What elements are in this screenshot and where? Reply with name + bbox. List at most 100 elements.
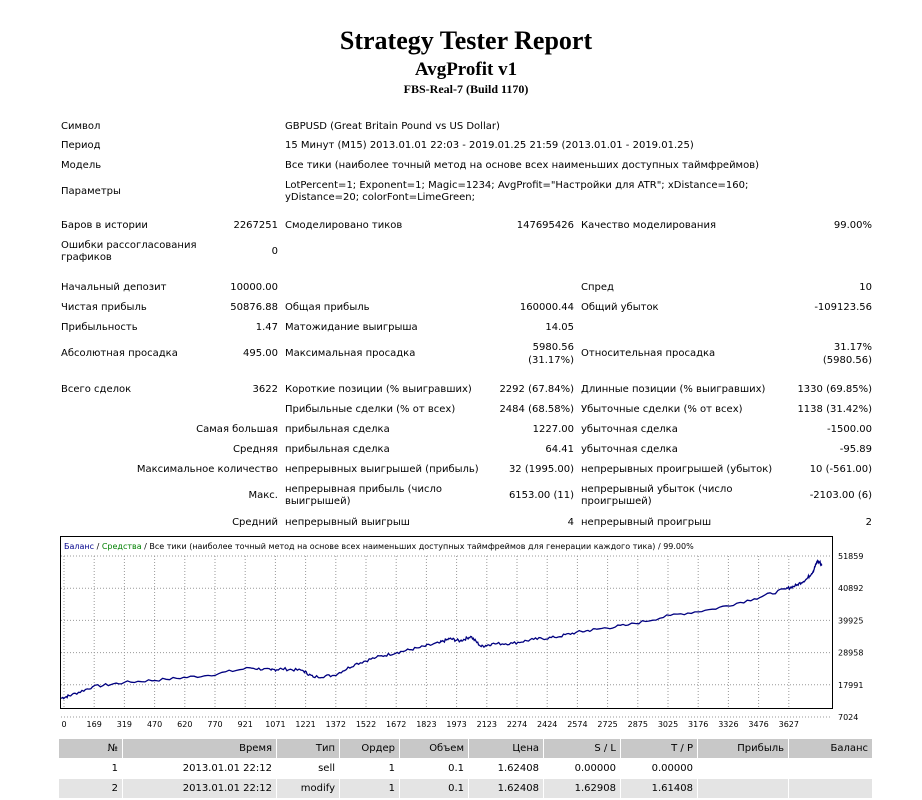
cell-volume: 0.1 [399,778,469,799]
rel-drawdown-label: Относительная просадка [581,348,716,359]
x-tick-label: 620 [177,720,192,729]
average-label: Средняя [233,444,278,455]
x-tick-label: 3627 [779,720,799,729]
x-tick-label: 1372 [326,720,346,729]
avg-consec-losses-value: 2 [865,517,872,528]
period-value: 15 Минут (M15) 2013.01.01 22:03 - 2019.0… [285,140,694,151]
payoff-value: 14.05 [545,322,574,333]
max-consec-profit-value: 6153.00 (11) [508,490,574,501]
mismatch-value: 0 [271,246,278,257]
average-profit-label: прибыльная сделка [285,444,390,455]
y-tick-label: 28958 [838,649,863,658]
max-consec-wins-label: непрерывных выигрышей (прибыль) [285,464,479,475]
avg-consec-wins-value: 4 [567,517,574,528]
x-tick-label: 3176 [688,720,708,729]
average-profit-value: 64.41 [545,444,574,455]
max-consec-wins-value: 32 (1995.00) [508,464,574,475]
deposit-label: Начальный депозит [61,282,167,293]
cell-order: 1 [339,778,400,799]
x-tick-label: 2274 [507,720,527,729]
balance-chart: Баланс / Средства / Все тики (наиболее т… [60,536,863,729]
report-title: Strategy Tester Report [339,26,593,55]
model-label: Модель [61,160,102,171]
profit-factor-value: 1.47 [255,322,278,333]
table-row: 1 2013.01.01 22:12 sell 1 0.1 1.62408 0.… [58,758,873,779]
x-tick-label: 3025 [658,720,678,729]
quality-value: 99.00% [833,220,872,231]
x-tick-label: 2725 [597,720,617,729]
x-axis-labels: 0 169 319 470 620 770 921 1071 1221 1372 1522 1672 1… [61,720,799,729]
table-row: 2 2013.01.01 22:12 modify 1 0.1 1.62408 … [58,778,873,799]
cell-type: sell [276,758,340,779]
deposit-value: 10000.00 [230,282,278,293]
x-tick-label: 1823 [416,720,436,729]
col-balance: Баланс [788,738,873,759]
short-positions-label: Короткие позиции (% выигравших) [285,384,472,395]
ticks-label: Смоделировано тиков [285,220,403,231]
server-build: FBS-Real-7 (Build 1170) [403,82,529,96]
quality-label: Качество моделирования [581,220,716,231]
spread-value: 10 [859,282,872,293]
balance-line [60,558,823,700]
x-tick-label: 1522 [356,720,376,729]
x-tick-label: 2424 [537,720,557,729]
x-tick-label: 2123 [477,720,497,729]
cell-time: 2013.01.01 22:12 [122,758,277,779]
col-order: Ордер [339,738,400,759]
x-tick-label: 0 [61,720,66,729]
abs-drawdown-label: Абсолютная просадка [61,348,178,359]
max-consec-loss-label: непрерывный убыток (число проигрышей) [581,484,733,507]
x-tick-label: 3326 [718,720,738,729]
avg-consec-wins-label: непрерывный выигрыш [285,517,410,528]
legend-separator: / [94,542,102,551]
y-tick-label: 40892 [838,584,863,593]
gross-loss-value: -109123.56 [814,302,872,313]
x-tick-label: 1973 [446,720,466,729]
col-stoploss: S / L [543,738,621,759]
x-tick-label: 319 [117,720,132,729]
y-axis-labels: 51859 40892 39925 28958 17991 7024 [838,552,863,722]
max-consec-losses-value: 10 (-561.00) [809,464,872,475]
x-tick-label: 770 [207,720,222,729]
average-loss-label: убыточная сделка [581,444,678,455]
total-trades-label: Всего сделок [61,384,132,395]
long-positions-label: Длинные позиции (% выигравших) [581,384,766,395]
cell-profit [697,778,789,799]
net-profit-value: 50876.88 [230,302,278,313]
table-header-row: № Время Тип Ордер Объем Цена S / L T / P… [58,738,873,759]
max-consec-loss-value: -2103.00 (6) [809,490,872,501]
y-tick-label: 39925 [838,616,863,625]
cell-balance [788,778,873,799]
loss-trades-label: Убыточные сделки (% от всех) [581,404,743,415]
mismatch-label: Ошибки рассогласования графиков [61,240,197,263]
short-positions-value: 2292 (67.84%) [499,384,574,395]
cell-order: 1 [339,758,400,779]
largest-label: Самая большая [196,424,278,435]
largest-loss-value: -1500.00 [827,424,872,435]
period-label: Период [61,140,101,151]
chart-legend: Баланс / Средства / Все тики (наиболее т… [64,542,694,551]
largest-profit-label: прибыльная сделка [285,424,390,435]
chart-grid [61,555,832,718]
max-drawdown-value: 5980.56 [532,342,574,353]
rel-drawdown-amount: (5980.56) [822,355,872,366]
col-time: Время [122,738,277,759]
y-tick-label: 51859 [838,552,863,561]
symbol-value: GBPUSD (Great Britain Pound vs US Dollar… [285,121,500,132]
bars-value: 2267251 [233,220,278,231]
chart-frame [60,536,833,709]
expert-name: AvgProfit v1 [414,59,518,80]
col-type: Тип [276,738,340,759]
cell-type: modify [276,778,340,799]
max-amount-label: Макс. [248,490,278,501]
cell-price: 1.62408 [468,778,544,799]
cell-price: 1.62408 [468,758,544,779]
cell-time: 2013.01.01 22:12 [122,778,277,799]
x-tick-label: 3476 [748,720,768,729]
x-tick-label: 2574 [567,720,587,729]
avg-consec-losses-label: непрерывный проигрыш [581,517,712,528]
profit-trades-label: Прибыльные сделки (% от всех) [285,404,456,415]
params-label: Параметры [61,186,121,197]
long-positions-value: 1330 (69.85%) [797,384,872,395]
payoff-label: Матожидание выигрыша [285,322,418,333]
